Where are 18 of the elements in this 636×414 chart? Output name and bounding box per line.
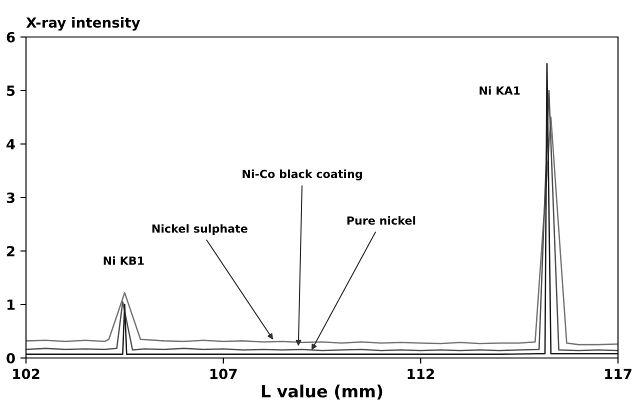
x-axis-title: L value (mm) bbox=[262, 384, 382, 400]
y-axis-title: X-ray intensity bbox=[26, 17, 140, 31]
annotation: Ni-Co black coating bbox=[242, 170, 362, 180]
y-tick-label: 3 bbox=[6, 192, 14, 203]
y-tick-label: 0 bbox=[6, 352, 15, 364]
x-tick-label: 107 bbox=[210, 368, 237, 380]
annotation: Ni KA1 bbox=[480, 86, 520, 95]
x-tick-label: 117 bbox=[605, 368, 632, 379]
annotation: Nickel sulphate bbox=[152, 224, 248, 235]
y-tick-label: 4 bbox=[6, 139, 15, 150]
annotation: Pure nickel bbox=[347, 216, 416, 225]
y-tick-label: 5 bbox=[6, 86, 15, 96]
y-tick-label: 6 bbox=[6, 32, 15, 42]
x-tick-label: 112 bbox=[408, 368, 434, 379]
y-tick-label: 1 bbox=[7, 300, 15, 310]
annotation: Ni KB1 bbox=[104, 256, 144, 265]
y-tick-label: 2 bbox=[7, 246, 14, 256]
x-tick-label: 102 bbox=[13, 368, 40, 380]
